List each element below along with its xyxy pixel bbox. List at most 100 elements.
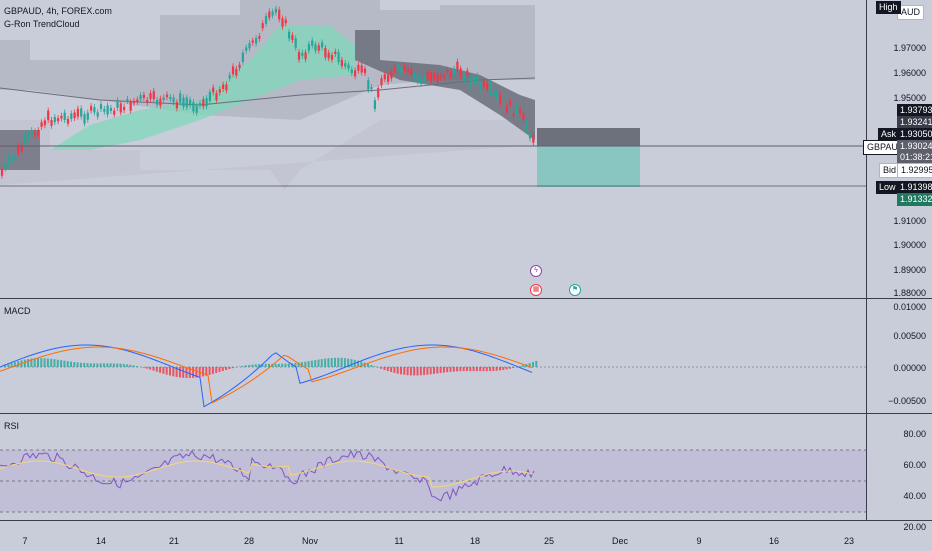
candle-body (196, 106, 198, 113)
candle-body (14, 156, 16, 159)
candle-body (242, 53, 244, 62)
price-chart[interactable] (0, 0, 866, 298)
macd-histogram-bar (24, 360, 26, 367)
macd-histogram-bar (314, 360, 316, 367)
rsi-chart[interactable] (0, 414, 866, 520)
macd-histogram-bar (67, 361, 69, 367)
macd-histogram-bar (420, 367, 422, 375)
macd-histogram-bar (60, 360, 62, 367)
macd-histogram-bar (87, 363, 89, 367)
candle-body (453, 69, 455, 75)
candle-body (146, 100, 148, 103)
candle-body (400, 68, 402, 74)
candle-body (430, 72, 432, 81)
macd-histogram-bar (83, 363, 85, 367)
currency-button[interactable]: AUD (897, 5, 924, 20)
macd-histogram-bar (47, 359, 49, 367)
macd-histogram-bar (374, 366, 376, 367)
rsi-tick: 40.00 (903, 491, 926, 501)
candle-body (503, 98, 505, 100)
macd-histogram-bar (80, 363, 82, 367)
macd-histogram-bar (27, 359, 29, 367)
macd-histogram-bar (390, 367, 392, 372)
candle-body (239, 65, 241, 68)
candle-body (324, 48, 326, 57)
macd-histogram-bar (483, 367, 485, 371)
macd-chart[interactable] (0, 299, 866, 414)
rsi-tick: 60.00 (903, 460, 926, 470)
price-tick: 1.97000 (893, 43, 926, 53)
macd-histogram-bar (506, 367, 508, 369)
candle-body (506, 105, 508, 112)
candle-body (354, 70, 356, 76)
candle-body (8, 156, 10, 165)
candle-body (281, 18, 283, 26)
trendcloud-legend[interactable]: G-Ron TrendCloud (4, 19, 80, 29)
macd-histogram-bar (479, 367, 481, 371)
macd-histogram-bar (162, 367, 164, 374)
candle-body (50, 120, 52, 126)
time-tick: 21 (169, 536, 179, 546)
candle-body (31, 130, 33, 135)
candle-body (156, 100, 158, 105)
candle-body (413, 74, 415, 78)
macd-histogram-bar (400, 367, 402, 374)
price-tick: 1.96000 (893, 68, 926, 78)
candle-body (489, 83, 491, 93)
candle-body (133, 101, 135, 103)
candle-body (509, 101, 511, 104)
candle-body (331, 55, 333, 60)
macd-histogram-bar (37, 358, 39, 367)
macd-histogram-bar (265, 364, 267, 367)
trendcloud-lower-band (0, 120, 535, 190)
candle-body (70, 113, 72, 119)
macd-histogram-bar (57, 360, 59, 367)
candle-body (328, 53, 330, 59)
calendar-event-icon[interactable]: ▦ (530, 284, 542, 296)
flag-event-icon[interactable]: ⚑ (569, 284, 581, 296)
candle-body (1, 169, 3, 175)
candle-body (463, 73, 465, 81)
time-tick: Dec (612, 536, 628, 546)
lightning-icon[interactable]: ϟ (530, 265, 542, 277)
candle-body (182, 98, 184, 107)
time-axis[interactable] (0, 520, 932, 551)
candle-body (166, 95, 168, 98)
candle-body (215, 93, 217, 100)
candle-body (499, 95, 501, 104)
macd-histogram-bar (509, 367, 511, 369)
candle-body (27, 133, 29, 139)
macd-histogram-bar (436, 367, 438, 373)
macd-histogram-bar (232, 367, 234, 368)
candle-body (4, 163, 6, 169)
candle-body (298, 52, 300, 60)
macd-histogram-bar (446, 367, 448, 372)
time-tick: 25 (544, 536, 554, 546)
macd-histogram-bar (73, 362, 75, 367)
macd-histogram-bar (351, 359, 353, 367)
macd-histogram-bar (50, 359, 52, 367)
candle-body (222, 85, 224, 90)
macd-histogram-bar (54, 359, 56, 367)
candle-body (443, 75, 445, 78)
candle-body (397, 64, 399, 68)
rsi-legend[interactable]: RSI (4, 421, 19, 431)
macd-histogram-bar (70, 362, 72, 367)
candle-body (344, 63, 346, 66)
candle-body (202, 99, 204, 106)
macd-histogram-bar (308, 361, 310, 367)
macd-tick: 0.00500 (893, 331, 926, 341)
target-price-tag: 1.91332 (897, 193, 932, 206)
time-tick: 28 (244, 536, 254, 546)
candle-body (420, 79, 422, 84)
candle-body (440, 76, 442, 79)
time-tick: 16 (769, 536, 779, 546)
candle-body (173, 97, 175, 102)
candle-body (278, 10, 280, 20)
candle-body (163, 97, 165, 100)
candle-body (90, 106, 92, 111)
macd-legend[interactable]: MACD (4, 306, 31, 316)
macd-histogram-bar (225, 367, 227, 370)
macd-histogram-bar (469, 367, 471, 371)
macd-histogram-bar (535, 361, 537, 367)
